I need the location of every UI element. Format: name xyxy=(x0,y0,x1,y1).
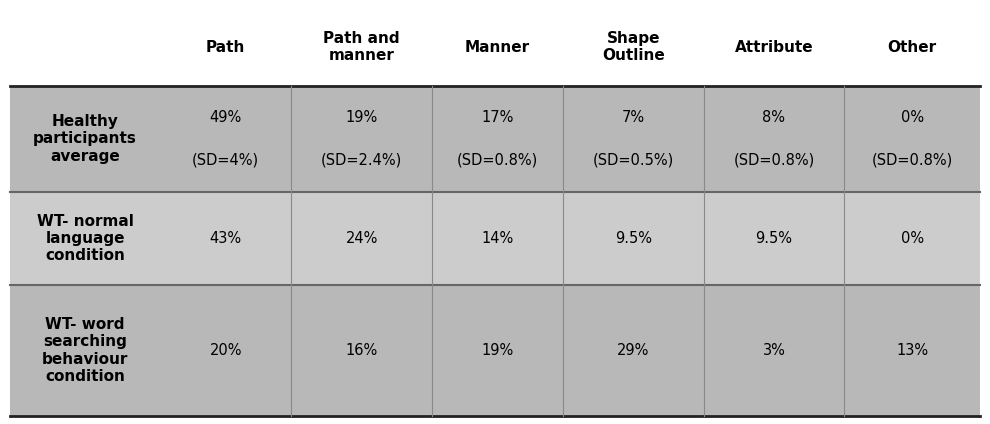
Text: 17%

(SD=0.8%): 17% (SD=0.8%) xyxy=(456,110,538,167)
Text: 8%

(SD=0.8%): 8% (SD=0.8%) xyxy=(734,110,815,167)
Text: 9.5%: 9.5% xyxy=(615,231,651,246)
Text: 29%: 29% xyxy=(617,343,649,358)
Bar xyxy=(10,8,980,86)
Text: 7%

(SD=0.5%): 7% (SD=0.5%) xyxy=(593,110,674,167)
Text: 14%: 14% xyxy=(481,231,514,246)
Text: Path and
manner: Path and manner xyxy=(324,31,400,63)
Text: WT- word
searching
behaviour
condition: WT- word searching behaviour condition xyxy=(42,317,129,384)
Bar xyxy=(10,285,980,416)
Bar xyxy=(10,192,980,285)
Text: Attribute: Attribute xyxy=(735,40,813,55)
Text: 16%: 16% xyxy=(346,343,378,358)
Text: Other: Other xyxy=(888,40,937,55)
Text: 19%: 19% xyxy=(481,343,514,358)
Text: 13%: 13% xyxy=(896,343,929,358)
Text: Path: Path xyxy=(206,40,246,55)
Text: 20%: 20% xyxy=(210,343,242,358)
Text: 3%: 3% xyxy=(762,343,785,358)
Text: 49%

(SD=4%): 49% (SD=4%) xyxy=(192,110,259,167)
Bar xyxy=(10,86,980,192)
Text: 24%: 24% xyxy=(346,231,378,246)
Text: Healthy
participants
average: Healthy participants average xyxy=(33,114,137,164)
Text: WT- normal
language
condition: WT- normal language condition xyxy=(37,214,134,263)
Text: Manner: Manner xyxy=(465,40,530,55)
Text: 9.5%: 9.5% xyxy=(755,231,792,246)
Text: 0%: 0% xyxy=(901,231,924,246)
Text: 43%: 43% xyxy=(210,231,242,246)
Text: 19%

(SD=2.4%): 19% (SD=2.4%) xyxy=(321,110,402,167)
Text: Shape
Outline: Shape Outline xyxy=(602,31,664,63)
Text: 0%

(SD=0.8%): 0% (SD=0.8%) xyxy=(871,110,952,167)
